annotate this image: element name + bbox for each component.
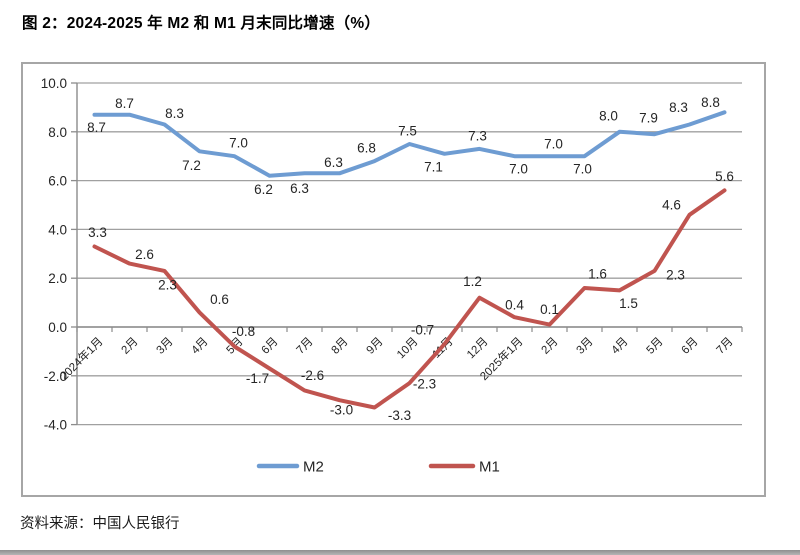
x-axis-label: 6月: [679, 336, 700, 357]
m1-value-label: 0.4: [505, 298, 524, 313]
x-axis-label: 3月: [154, 336, 175, 357]
y-axis-label: 4.0: [48, 222, 67, 237]
x-axis-label: 4月: [609, 336, 630, 357]
m2-value-label: 8.8: [701, 95, 720, 110]
x-axis-label: 2月: [119, 336, 140, 357]
m2-value-label: 7.5: [398, 124, 417, 139]
m1-value-label: 1.5: [619, 296, 638, 311]
m2-value-label: 7.0: [544, 137, 563, 152]
m1-value-label: -1.7: [246, 371, 269, 386]
x-axis-label: 4月: [189, 336, 210, 357]
figure-title: 图 2：2024-2025 年 M2 和 M1 月末同比增速（%）: [22, 15, 381, 32]
m1-value-label: 4.6: [662, 197, 681, 212]
m2-value-label: 6.3: [324, 155, 343, 170]
m1-value-label: 1.2: [463, 274, 482, 289]
m1-value-label: -3.0: [330, 403, 353, 418]
y-axis-label: -4.0: [44, 418, 67, 433]
m1-value-label: -2.6: [301, 368, 324, 383]
m2-value-label: 6.3: [290, 181, 309, 196]
m1-value-label: -2.3: [413, 377, 436, 392]
window-edge-strip: [0, 550, 800, 555]
m1-line: [92, 188, 727, 410]
y-axis-label: 6.0: [48, 174, 67, 189]
m1-value-label: -0.7: [411, 323, 434, 338]
m1-value-label: 0.6: [210, 292, 229, 307]
m1-value-label: 1.6: [588, 266, 607, 281]
x-axis-label: 9月: [364, 336, 385, 357]
m2-value-label: 8.7: [87, 120, 106, 135]
m2-value-label: 7.0: [509, 162, 528, 177]
m2-value-label: 7.3: [468, 128, 487, 143]
x-axis-label: 6月: [259, 336, 280, 357]
x-axis-label: 7月: [714, 336, 735, 357]
y-axis-label: 0.0: [48, 320, 67, 335]
m1-value-label: 5.6: [715, 169, 734, 184]
x-axis-label: 8月: [329, 336, 350, 357]
m1-value-label: 2.6: [135, 247, 154, 262]
legend-label-m1: M1: [479, 459, 500, 476]
m2-value-label: 7.0: [229, 136, 248, 151]
x-axis-label: 3月: [574, 336, 595, 357]
m2-value-label: 8.3: [165, 106, 184, 121]
m1-value-label: -0.8: [232, 324, 255, 339]
m2-value-label: 6.8: [357, 141, 376, 156]
legend-label-m2: M2: [303, 459, 324, 476]
m2-value-label: 8.7: [115, 96, 134, 111]
m1-value-label: -3.3: [388, 408, 411, 423]
m2-value-label: 6.2: [254, 182, 273, 197]
y-axis-label: -2.0: [44, 369, 67, 384]
m2-value-label: 8.3: [669, 100, 688, 115]
x-axis-label: 10月: [395, 336, 421, 362]
m1-value-label: 2.3: [158, 277, 177, 292]
m1-value-label: 0.1: [540, 302, 559, 317]
x-axis-label: 12月: [465, 336, 491, 362]
m2-line: [92, 110, 727, 178]
x-axis-label: 7月: [294, 336, 315, 357]
x-axis-label: 2月: [539, 336, 560, 357]
m1-value-label: 2.3: [666, 267, 685, 282]
y-axis-label: 8.0: [48, 125, 67, 140]
m2-value-label: 7.1: [424, 159, 443, 174]
y-axis-label: 2.0: [48, 271, 67, 286]
m2-value-label: 7.0: [573, 162, 592, 177]
source-note: 资料来源：中国人民银行: [20, 516, 180, 532]
chart: 10.0 8.0 6.0 4.0 2.0 0.0 -2.0 -4.0 2024年1月 2月 3月 4月…: [21, 62, 766, 497]
m1-value-label: 3.3: [88, 225, 107, 240]
y-axis-label: 10.0: [41, 76, 67, 91]
x-axis-label: 5月: [644, 336, 665, 357]
m2-value-label: 7.9: [639, 111, 658, 126]
m2-value-label: 7.2: [182, 158, 201, 173]
m2-value-label: 8.0: [599, 108, 618, 123]
